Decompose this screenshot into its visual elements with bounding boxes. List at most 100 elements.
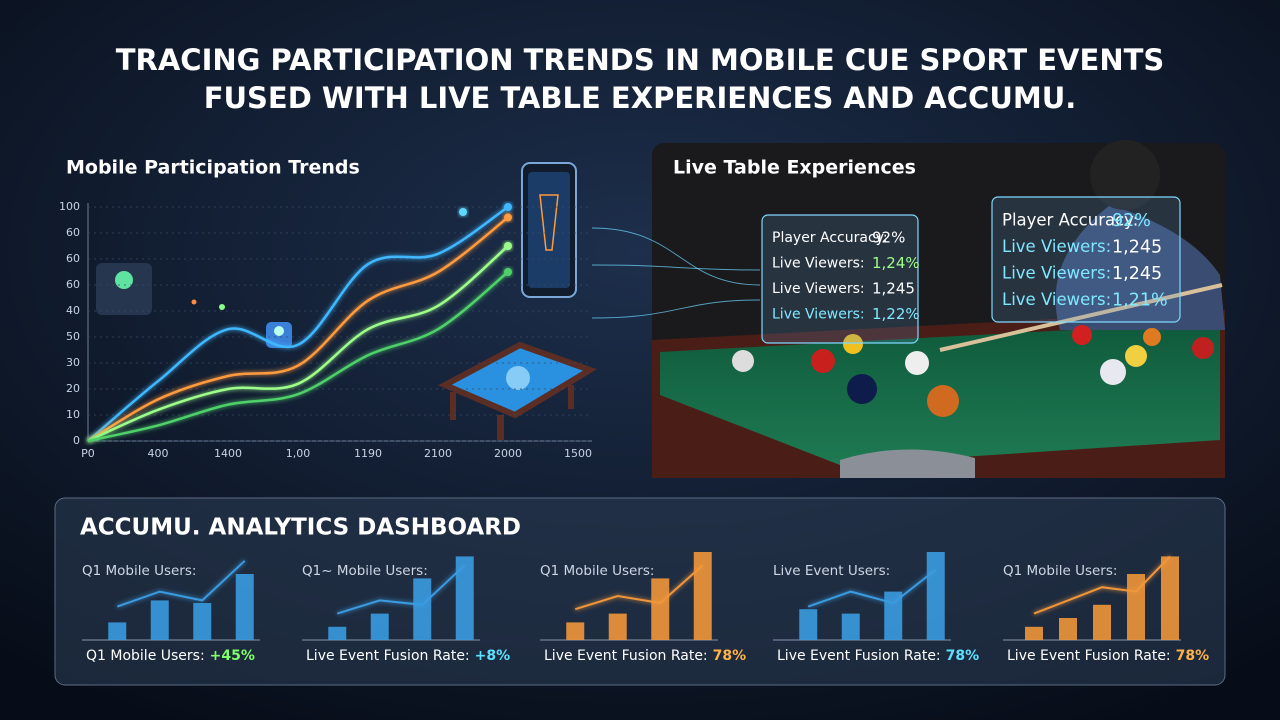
card-footer: Live Event Fusion Rate: 78%: [777, 648, 979, 664]
user-icons: [96, 208, 467, 348]
y-tick-label: 100: [59, 200, 80, 213]
footer-value: +45%: [210, 648, 255, 664]
mini-line: [807, 568, 937, 608]
card-label: Live Event Users:: [773, 563, 890, 579]
connector: [591, 264, 761, 271]
card-footer: Live Event Fusion Rate: 78%: [544, 648, 746, 664]
footer-label: Live Event Fusion Rate:: [1007, 648, 1171, 664]
mini-bar: [108, 622, 127, 640]
row-label: Live Viewers:: [1002, 264, 1111, 283]
pool-table-icon: [438, 341, 597, 440]
y-tick-label: 0: [73, 434, 80, 447]
row-value: 1,245: [1112, 238, 1162, 258]
series-line: [87, 205, 509, 442]
mini-bar: [413, 578, 432, 640]
footer-value: 78%: [1176, 648, 1210, 664]
page-title: TRACING PARTICIPATION TRENDS IN MOBILE C…: [116, 43, 1165, 77]
row-label: Live Viewers:: [772, 281, 865, 297]
mini-bar: [841, 613, 860, 640]
connector: [591, 299, 761, 319]
x-tick-label: 2000: [494, 447, 522, 460]
live-photo: [652, 140, 1225, 478]
footer-label: Q1 Mobile Users:: [86, 648, 205, 664]
x-tick-label: 1,00: [286, 447, 311, 460]
row-value: 1,22%: [872, 305, 920, 323]
mini-bar: [799, 609, 818, 640]
mini-bar: [1093, 604, 1111, 640]
mini-bar: [608, 613, 627, 640]
dashboard-title: ACCUMU. ANALYTICS DASHBOARD: [80, 515, 521, 541]
x-tick-label: 1190: [354, 447, 382, 460]
mini-line: [1033, 555, 1171, 615]
card-label: Q1~ Mobile Users:: [302, 563, 428, 579]
x-tick-label: P0: [81, 447, 95, 460]
mini-bar: [884, 591, 903, 640]
row-label: Live Viewers:: [1002, 237, 1111, 256]
row-value: 1,245: [1112, 264, 1162, 284]
page-title: FUSED WITH LIVE TABLE EXPERIENCES AND AC…: [204, 81, 1077, 115]
footer-label: Live Event Fusion Rate:: [306, 648, 470, 664]
x-tick-label: 1400: [214, 447, 242, 460]
mini-line: [574, 564, 704, 611]
card-label: Q1 Mobile Users:: [540, 563, 654, 579]
footer-value: +8%: [475, 648, 511, 664]
y-tick-label: 30: [66, 356, 80, 369]
mini-line: [336, 564, 466, 615]
card-footer: Q1 Mobile Users: +45%: [86, 648, 255, 664]
row-label: Live Viewers:: [772, 256, 865, 272]
mini-bar: [235, 574, 254, 640]
end-point: [504, 268, 512, 276]
series-line: [87, 216, 509, 443]
mini-line: [116, 560, 246, 608]
card-label: Q1 Mobile Users:: [82, 563, 196, 579]
mini-bar: [150, 600, 169, 640]
y-tick-label: 40: [66, 304, 80, 317]
row-label: Live Viewers:: [772, 307, 865, 323]
overlay-card: [761, 214, 919, 344]
row-value: 92%: [1112, 211, 1151, 231]
x-tick-label: 400: [148, 447, 169, 460]
mini-bar: [1025, 626, 1043, 640]
footer-value: 78%: [946, 648, 980, 664]
mini-bar: [566, 622, 585, 640]
phone-icon: [521, 162, 577, 298]
end-point: [504, 203, 512, 211]
mini-bar: [651, 578, 670, 640]
card-footer: Live Event Fusion Rate: 78%: [1007, 648, 1209, 664]
mini-bar: [693, 552, 712, 640]
row-label: Live Viewers:: [1002, 290, 1111, 309]
mini-bar: [370, 613, 389, 640]
connector: [591, 227, 761, 286]
card-footer: Live Event Fusion Rate: +8%: [306, 648, 510, 664]
mini-bar: [926, 552, 945, 640]
row-value: 1,245: [872, 280, 915, 298]
y-tick-label: 20: [66, 382, 80, 395]
footer-value: 78%: [713, 648, 747, 664]
chart-title: Mobile Participation Trends: [66, 157, 360, 179]
footer-label: Live Event Fusion Rate:: [777, 648, 941, 664]
y-tick-label: 60: [66, 278, 80, 291]
mini-bar: [328, 626, 347, 640]
series-line: [87, 271, 509, 443]
card-label: Q1 Mobile Users:: [1003, 563, 1117, 579]
row-value: 1,24%: [872, 254, 920, 272]
y-tick-label: 10: [66, 408, 80, 421]
x-tick-label: 2100: [424, 447, 452, 460]
mini-bar: [1059, 618, 1077, 640]
series-line: [87, 245, 509, 443]
end-point: [504, 213, 512, 222]
end-point: [504, 242, 512, 250]
row-label: Player Accuracy:: [1002, 211, 1138, 230]
row-value: 92%: [872, 229, 905, 247]
y-tick-label: 60: [66, 252, 80, 265]
mini-bar: [455, 556, 474, 640]
x-tick-label: 1500: [564, 447, 592, 460]
panel-title: Live Table Experiences: [673, 157, 916, 179]
y-tick-label: 50: [66, 330, 80, 343]
footer-label: Live Event Fusion Rate:: [544, 648, 708, 664]
overlay-card: [991, 196, 1181, 323]
row-value: 1,21%: [1112, 291, 1168, 311]
y-tick-label: 60: [66, 226, 80, 239]
mini-bar: [193, 603, 212, 640]
